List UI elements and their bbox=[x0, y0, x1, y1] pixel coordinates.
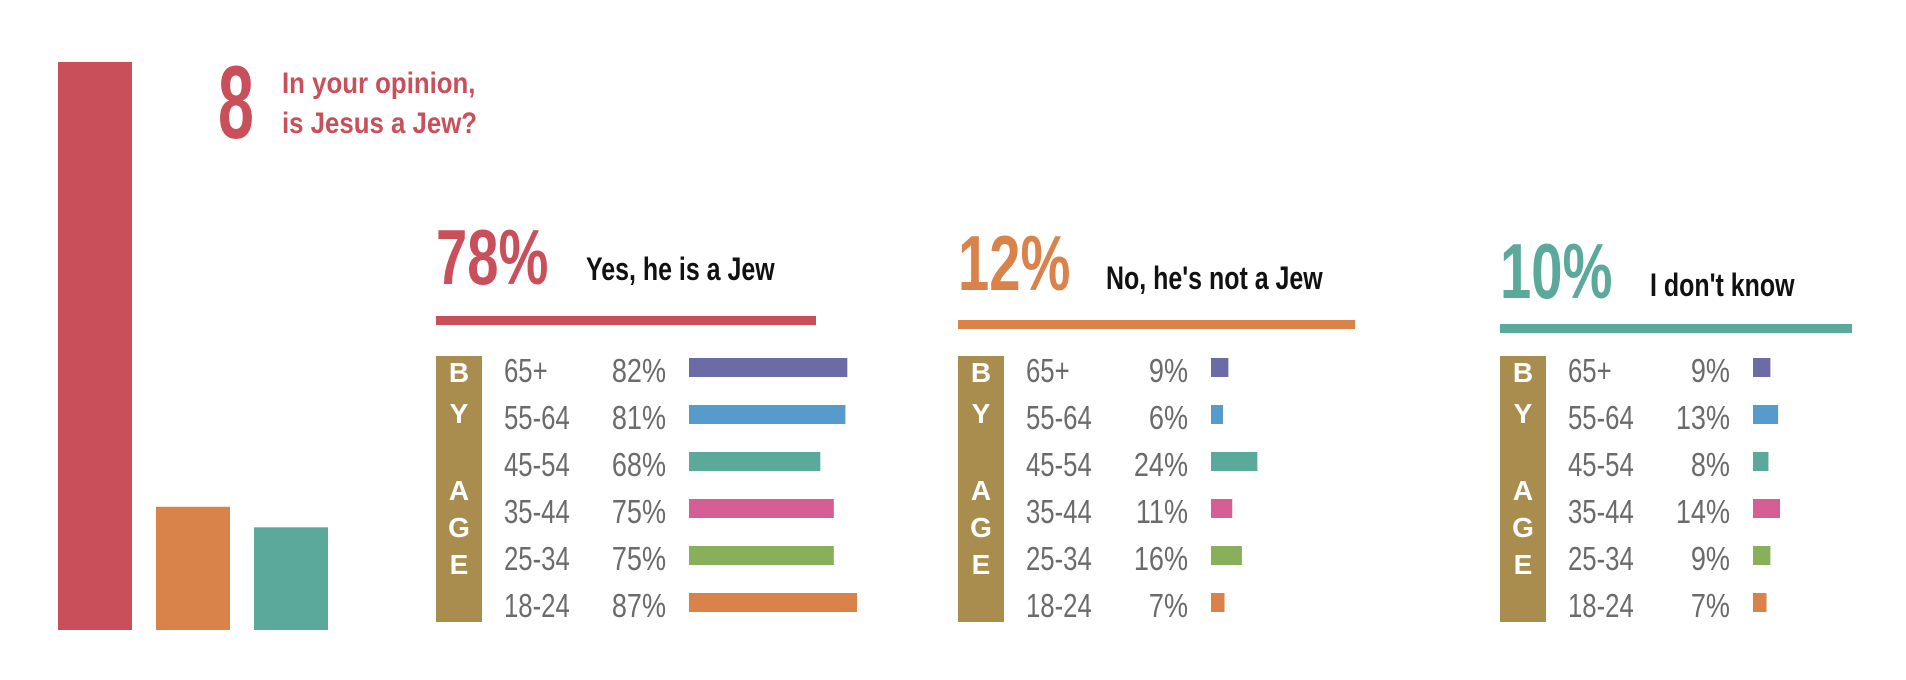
question-line-1: In your opinion, bbox=[282, 67, 476, 100]
age-value-label: 11% bbox=[1136, 495, 1188, 531]
age-value-label: 16% bbox=[1134, 542, 1188, 578]
age-label: 18-24 bbox=[1568, 588, 1634, 625]
age-label: 45-54 bbox=[504, 447, 570, 484]
age-value-label: 7% bbox=[1691, 589, 1730, 625]
age-label: 55-64 bbox=[1026, 400, 1092, 437]
headline-percent: 78% bbox=[436, 214, 548, 301]
age-value-label: 68% bbox=[612, 448, 666, 484]
age-panel-3: 10% I don't know BY AGE 65+ 9% 55-64 13% 45-54 8%… bbox=[1500, 228, 1852, 625]
by-age-letter: G bbox=[1512, 512, 1534, 543]
age-label: 65+ bbox=[1568, 353, 1612, 390]
age-value-label: 9% bbox=[1691, 542, 1730, 578]
age-value-label: 75% bbox=[612, 542, 666, 578]
answer-title: I don't know bbox=[1650, 268, 1795, 304]
age-value-label: 6% bbox=[1149, 401, 1188, 437]
by-age-sidebar bbox=[436, 356, 482, 622]
by-age-letter: A bbox=[1513, 475, 1533, 506]
by-age-letter: Y bbox=[1514, 398, 1533, 429]
by-age-letter: A bbox=[449, 475, 469, 506]
age-bar bbox=[1211, 593, 1225, 612]
age-bar bbox=[689, 499, 834, 518]
age-bar bbox=[1753, 499, 1781, 518]
by-age-letter: Y bbox=[972, 398, 991, 429]
age-bar bbox=[689, 405, 846, 424]
age-value-label: 7% bbox=[1149, 589, 1188, 625]
age-label: 25-34 bbox=[504, 541, 570, 578]
age-panel-2: 12% No, he's not a Jew BY AGE 65+ 9% 55-64 6% 45… bbox=[958, 220, 1355, 625]
by-age-sidebar bbox=[1500, 356, 1546, 622]
age-panel-1: 78% Yes, he is a Jew BY AGE 65+ 82% 55-64 81% 45… bbox=[436, 214, 857, 625]
headline-percent: 10% bbox=[1500, 228, 1612, 315]
by-age-letter: B bbox=[1513, 357, 1533, 388]
answer-underline bbox=[1500, 324, 1852, 333]
age-value-label: 14% bbox=[1676, 495, 1730, 531]
overview-bar-3 bbox=[254, 527, 328, 630]
by-age-letter: A bbox=[971, 475, 991, 506]
age-value-label: 9% bbox=[1691, 354, 1730, 390]
age-value-label: 87% bbox=[612, 589, 666, 625]
age-label: 35-44 bbox=[1568, 494, 1634, 531]
by-age-letter: G bbox=[448, 512, 470, 543]
answer-underline bbox=[958, 320, 1355, 329]
age-label: 35-44 bbox=[1026, 494, 1092, 531]
by-age-letter: B bbox=[971, 357, 991, 388]
by-age-sidebar bbox=[958, 356, 1004, 622]
age-bar bbox=[689, 358, 848, 377]
age-label: 18-24 bbox=[504, 588, 570, 625]
answer-title: Yes, he is a Jew bbox=[586, 252, 775, 288]
age-label: 45-54 bbox=[1568, 447, 1634, 484]
question-line-2: is Jesus a Jew? bbox=[282, 107, 478, 140]
age-value-label: 82% bbox=[612, 354, 666, 390]
age-bar bbox=[1211, 546, 1242, 565]
age-bar bbox=[689, 546, 834, 565]
by-age-letter: E bbox=[972, 549, 991, 580]
age-label: 25-34 bbox=[1026, 541, 1092, 578]
age-bar bbox=[1211, 452, 1258, 471]
by-age-letter: E bbox=[450, 549, 469, 580]
age-label: 65+ bbox=[504, 353, 548, 390]
question-number: 8 bbox=[218, 45, 254, 161]
age-label: 45-54 bbox=[1026, 447, 1092, 484]
age-value-label: 8% bbox=[1691, 448, 1730, 484]
age-bar bbox=[1753, 593, 1767, 612]
age-bar bbox=[1753, 405, 1779, 424]
age-bar bbox=[1753, 358, 1771, 377]
age-label: 55-64 bbox=[504, 400, 570, 437]
age-label: 65+ bbox=[1026, 353, 1070, 390]
age-value-label: 13% bbox=[1676, 401, 1730, 437]
age-value-label: 24% bbox=[1134, 448, 1188, 484]
by-age-letter: G bbox=[970, 512, 992, 543]
answer-underline bbox=[436, 316, 816, 325]
age-label: 35-44 bbox=[504, 494, 570, 531]
age-bar bbox=[1211, 499, 1233, 518]
overview-bar-2 bbox=[156, 506, 230, 630]
age-bar bbox=[1753, 452, 1769, 471]
by-age-letter: Y bbox=[450, 398, 469, 429]
age-label: 18-24 bbox=[1026, 588, 1092, 625]
headline-percent: 12% bbox=[958, 220, 1070, 307]
age-bar bbox=[689, 593, 857, 612]
age-value-label: 81% bbox=[612, 401, 666, 437]
overview-bar-1 bbox=[58, 62, 132, 630]
age-value-label: 75% bbox=[612, 495, 666, 531]
age-bar bbox=[689, 452, 821, 471]
age-bar bbox=[1211, 405, 1223, 424]
age-bar bbox=[1211, 358, 1229, 377]
age-value-label: 9% bbox=[1149, 354, 1188, 390]
age-label: 55-64 bbox=[1568, 400, 1634, 437]
age-label: 25-34 bbox=[1568, 541, 1634, 578]
by-age-letter: B bbox=[449, 357, 469, 388]
question-text: In your opinion, is Jesus a Jew? bbox=[282, 64, 477, 144]
answer-title: No, he's not a Jew bbox=[1106, 261, 1323, 297]
by-age-letter: E bbox=[1514, 549, 1533, 580]
age-bar bbox=[1753, 546, 1771, 565]
